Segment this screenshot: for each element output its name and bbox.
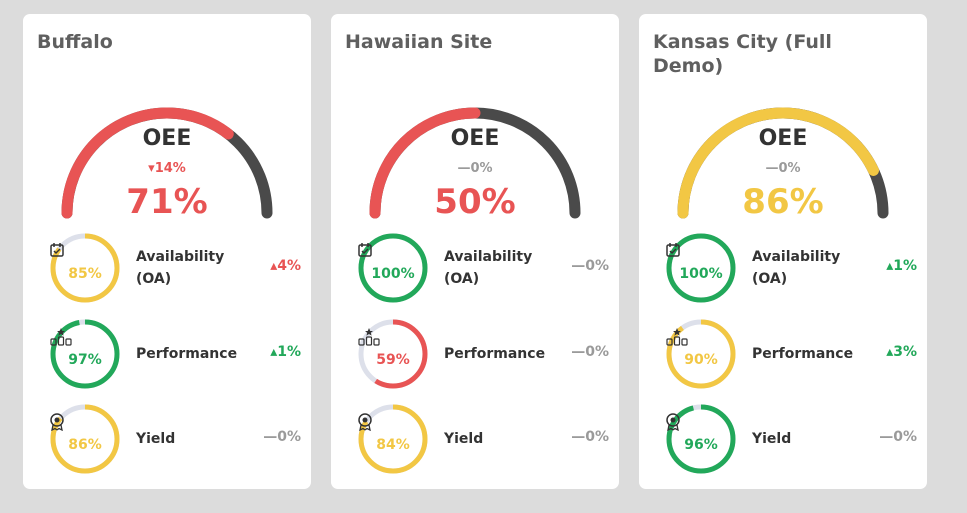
performance-value: 59% <box>376 352 410 368</box>
ring-fill <box>50 319 120 389</box>
oee-gauge-fill <box>61 107 234 219</box>
metric-yield[interactable]: 96% Yield —0% <box>639 403 927 475</box>
ring-fill <box>358 319 428 389</box>
availability-ring: 100% <box>357 232 429 304</box>
performance-delta: ▴1% <box>270 344 301 360</box>
card-title: Hawaiian Site <box>345 31 493 53</box>
card-title: Buffalo <box>37 31 113 53</box>
oee-gauge-fill <box>677 107 879 219</box>
availability-ring: 100% <box>665 232 737 304</box>
metric-yield[interactable]: 84% Yield —0% <box>331 403 619 475</box>
yield-delta: —0% <box>263 429 301 445</box>
metric-yield[interactable]: 86% Yield —0% <box>23 403 311 475</box>
ring-fill <box>358 404 428 474</box>
ring-fill <box>666 404 736 474</box>
availability-value: 85% <box>68 266 102 282</box>
performance-ring: 59% <box>357 318 429 390</box>
oee-gauge <box>369 107 581 219</box>
availability-label: Availability (OA) <box>136 249 225 287</box>
performance-label: Performance <box>136 346 238 362</box>
yield-label: Yield <box>444 431 484 447</box>
availability-value: 100% <box>371 266 415 282</box>
metric-availability[interactable]: 100% Availability (OA) ▴1% <box>639 232 927 304</box>
oee-label: OEE <box>450 126 500 151</box>
oee-value: 50% <box>434 182 516 222</box>
site-card-kansas-city[interactable]: Kansas City (Full Demo) OEE —0% 86% 100%… <box>639 14 927 489</box>
availability-label: Availability (OA) <box>752 249 841 287</box>
performance-ring: 97% <box>49 318 121 390</box>
yield-ring: 96% <box>665 403 737 475</box>
site-card-buffalo[interactable]: Buffalo OEE ▾14% 71% 85% Availability (O… <box>23 14 311 489</box>
performance-delta: —0% <box>571 344 609 360</box>
site-card-hawaiian[interactable]: Hawaiian Site OEE —0% 50% 100% Availabil… <box>331 14 619 489</box>
availability-delta: ▴4% <box>270 258 301 274</box>
yield-delta: —0% <box>879 429 917 445</box>
oee-value: 71% <box>126 182 208 222</box>
oee-label: OEE <box>142 126 192 151</box>
oee-value: 86% <box>742 182 824 222</box>
performance-value: 97% <box>68 352 102 368</box>
oee-gauge <box>61 107 273 219</box>
yield-ring: 86% <box>49 403 121 475</box>
oee-gauge <box>677 107 889 219</box>
availability-label: Availability (OA) <box>444 249 533 287</box>
availability-delta: ▴1% <box>886 258 917 274</box>
yield-delta: —0% <box>571 429 609 445</box>
oee-delta: ▾14% <box>148 161 186 176</box>
metric-availability[interactable]: 100% Availability (OA) —0% <box>331 232 619 304</box>
ring-fill <box>50 233 120 303</box>
performance-ring: 90% <box>665 318 737 390</box>
metric-performance[interactable]: 90% Performance ▴3% <box>639 318 927 390</box>
oee-gauge-fill <box>369 107 481 219</box>
yield-label: Yield <box>136 431 176 447</box>
card-title: Kansas City (Full Demo) <box>653 31 832 77</box>
ring-fill <box>666 319 736 389</box>
oee-label: OEE <box>758 126 808 151</box>
yield-value: 96% <box>684 437 718 453</box>
metric-performance[interactable]: 59% Performance —0% <box>331 318 619 390</box>
availability-value: 100% <box>679 266 723 282</box>
availability-ring: 85% <box>49 232 121 304</box>
oee-delta: —0% <box>457 161 493 176</box>
yield-label: Yield <box>752 431 792 447</box>
performance-delta: ▴3% <box>886 344 917 360</box>
ring-fill <box>666 233 736 303</box>
performance-label: Performance <box>752 346 854 362</box>
performance-value: 90% <box>684 352 718 368</box>
ring-fill <box>50 404 120 474</box>
performance-label: Performance <box>444 346 546 362</box>
ring-fill <box>358 233 428 303</box>
yield-value: 84% <box>376 437 410 453</box>
oee-delta: —0% <box>765 161 801 176</box>
yield-value: 86% <box>68 437 102 453</box>
yield-ring: 84% <box>357 403 429 475</box>
metric-availability[interactable]: 85% Availability (OA) ▴4% <box>23 232 311 304</box>
metric-performance[interactable]: 97% Performance ▴1% <box>23 318 311 390</box>
availability-delta: —0% <box>571 258 609 274</box>
